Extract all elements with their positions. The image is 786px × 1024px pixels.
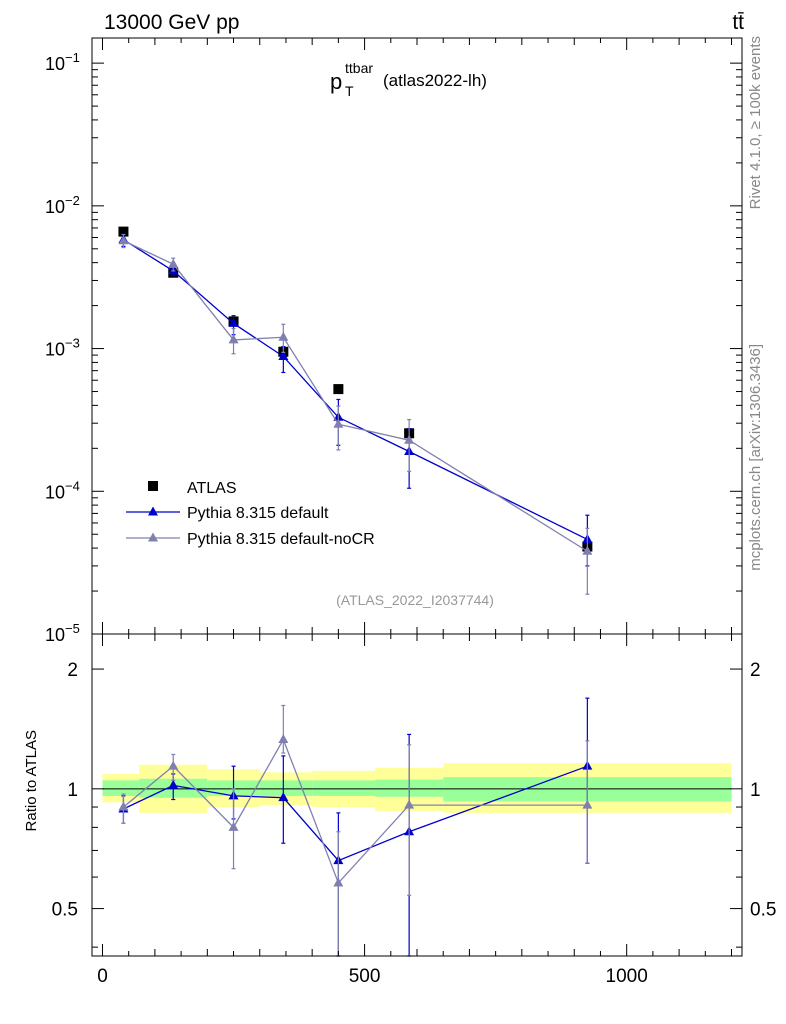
- pythia-8-315-default-point: [228, 317, 239, 327]
- ratio-y-axis: 0.5 0.5 1 1 2 2: [52, 660, 776, 948]
- ratio-y-tick-label-right: 1: [750, 780, 761, 801]
- legend-pythia-default-marker: [148, 506, 158, 516]
- atlas-point: [118, 226, 129, 237]
- atlas-point: [333, 384, 344, 395]
- ratio-y-tick-label-right: 2: [750, 660, 761, 681]
- top-y-tick-exponent: −1: [65, 50, 80, 65]
- analysis-id-label: (ATLAS_2022_I2037744): [336, 592, 494, 608]
- x-tick-label: 1000: [606, 966, 648, 987]
- ratio-y-axis-label: Ratio to ATLAS: [23, 730, 40, 831]
- pythia-8-315-default-nocr-point: [228, 334, 239, 344]
- pythia-8-315-default-nocr-point: [118, 235, 129, 245]
- title-suffix: (atlas2022-lh): [383, 71, 487, 90]
- top-y-tick-exponent: −2: [65, 193, 80, 208]
- ratio-y-tick-label: 1: [67, 780, 78, 801]
- legend-atlas-label: ATLAS: [187, 480, 237, 497]
- top-x-axis-ticks: [101, 38, 733, 634]
- top-series-layer: [118, 226, 593, 595]
- pythia-8-315-default-nocr-ratio-point: [404, 799, 415, 809]
- ratio-stat-band: [102, 780, 140, 796]
- pythia-8-315-default-nocr-ratio-point: [582, 799, 593, 809]
- rivet-version-label: Rivet 4.1.0, ≥ 100k events: [747, 36, 764, 209]
- top-y-tick-label: 10: [45, 340, 65, 360]
- legend-pythia-default-label: Pythia 8.315 default: [187, 505, 329, 522]
- ratio-y-tick-label-right: 0.5: [750, 900, 776, 921]
- plot-title: p: [330, 69, 342, 94]
- header-process-label: tt̄: [732, 11, 744, 34]
- top-y-tick-label: 10: [45, 625, 65, 645]
- top-y-tick-label: 10: [45, 197, 65, 217]
- pythia-8-315-default-nocr-ratio-point: [333, 877, 344, 887]
- top-y-tick-exponent: −4: [65, 478, 80, 493]
- legend-pythia-nocr-label: Pythia 8.315 default-noCR: [187, 531, 375, 548]
- top-y-tick-exponent: −5: [65, 621, 80, 636]
- ratio-stat-band: [259, 780, 313, 796]
- pythia-8-315-default-nocr-ratio-point: [168, 760, 179, 770]
- ratio-panel: 0.5 0.5 1 1 2 2 0 500 1000 Ratio to ATLAS: [23, 633, 776, 987]
- ratio-y-tick-label: 0.5: [52, 900, 78, 921]
- pythia-8-315-default-nocr-point: [404, 434, 415, 444]
- title-subscript: T: [345, 83, 354, 99]
- legend: ATLAS Pythia 8.315 default Pythia 8.315 …: [126, 480, 375, 548]
- top-y-tick-label: 10: [45, 54, 65, 74]
- mcplots-source-label: mcplots.cern.ch [arXiv:1306.3436]: [747, 344, 764, 571]
- ratio-stat-band: [312, 780, 376, 796]
- top-y-tick-exponent: −3: [65, 336, 80, 351]
- pythia-8-315-default-point: [278, 350, 289, 360]
- title-base: p: [330, 69, 342, 94]
- top-y-axis: 10−110−210−310−410−5: [45, 50, 742, 645]
- ratio-y-tick-label: 2: [67, 660, 78, 681]
- top-panel: 10−110−210−310−410−5 p ttbar T (atlas202…: [45, 37, 743, 645]
- ratio-series-layer: [118, 697, 593, 957]
- x-tick-label: 500: [349, 966, 381, 987]
- pythia-8-315-default-nocr-point: [168, 258, 179, 268]
- legend-pythia-nocr-marker: [148, 532, 158, 542]
- pythia-8-315-default-ratio-point: [278, 792, 289, 802]
- pythia-8-315-default-nocr-ratio-point: [278, 734, 289, 744]
- legend-atlas-marker: [148, 481, 158, 491]
- header-energy-label: 13000 GeV pp: [104, 11, 239, 34]
- pythia-8-315-default-nocr-point: [582, 545, 593, 555]
- pythia-8-315-default-ratio-point: [168, 779, 179, 789]
- pythia-8-315-default-nocr-ratio-point: [228, 821, 239, 831]
- top-y-tick-label: 10: [45, 482, 65, 502]
- pythia-8-315-default-nocr-point: [333, 418, 344, 428]
- x-tick-label: 0: [97, 966, 108, 987]
- title-superscript: ttbar: [345, 60, 373, 76]
- pythia-8-315-default-nocr-point: [278, 331, 289, 341]
- pythia-8-315-default-nocr-ratio-point: [118, 801, 129, 811]
- x-axis: 0 500 1000: [97, 634, 733, 987]
